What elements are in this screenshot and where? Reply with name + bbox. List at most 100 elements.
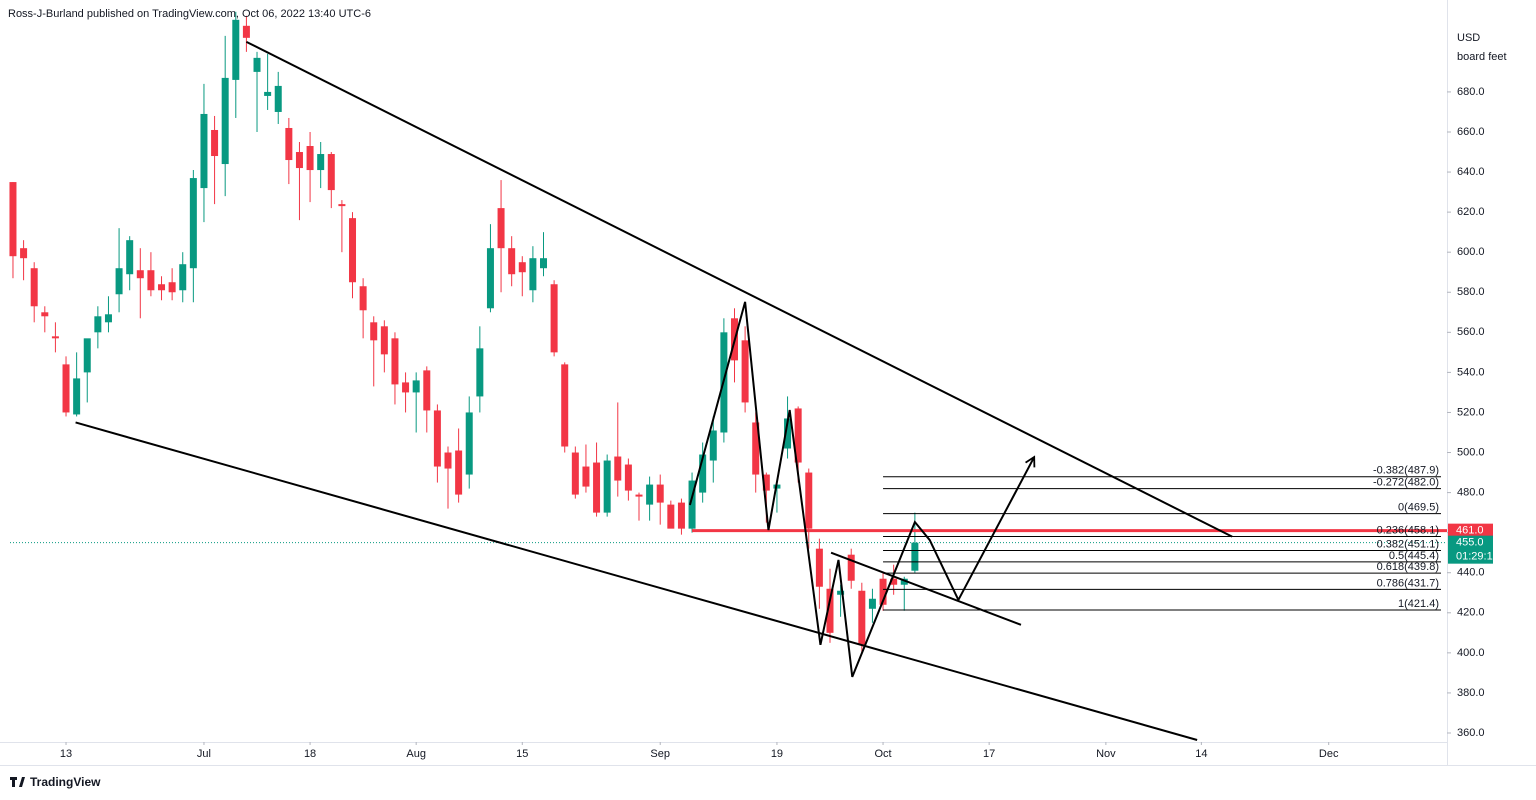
candle-body xyxy=(911,542,919,571)
candle-body xyxy=(20,248,28,259)
candle-body xyxy=(295,152,303,169)
candle-body xyxy=(540,258,548,269)
candle-body xyxy=(741,340,749,403)
x-tick-label: 19 xyxy=(771,748,783,760)
candle-body xyxy=(349,218,357,283)
unit: board feet xyxy=(1457,51,1507,63)
candle-body xyxy=(529,258,537,291)
price-label: 455.0 xyxy=(1456,537,1484,549)
footer-logo xyxy=(10,777,25,787)
candle-body xyxy=(274,85,282,112)
candle-body xyxy=(115,268,123,295)
y-tick-label: 440.0 xyxy=(1457,567,1485,579)
candle-body xyxy=(94,316,102,333)
candle-body xyxy=(593,462,601,513)
candle-body xyxy=(433,410,441,467)
candle-body xyxy=(752,422,760,475)
candle-body xyxy=(890,578,898,585)
x-tick-label: Sep xyxy=(650,748,670,760)
candle-body xyxy=(900,578,908,585)
candle-body xyxy=(465,412,473,475)
footer-brand: TradingView xyxy=(30,775,101,789)
x-tick-label: Aug xyxy=(406,748,426,760)
candle-body xyxy=(667,504,675,529)
candle-body xyxy=(571,452,579,495)
candle-body xyxy=(41,312,49,317)
trend-line xyxy=(245,40,1233,538)
candle-body xyxy=(189,178,197,269)
candle-body xyxy=(603,460,611,513)
candle-body xyxy=(232,19,240,80)
candle-body xyxy=(476,348,484,397)
candle-body xyxy=(317,154,325,171)
candle-body xyxy=(104,314,112,323)
y-tick-label: 400.0 xyxy=(1457,647,1485,659)
y-tick-label: 380.0 xyxy=(1457,687,1485,699)
candle-body xyxy=(380,326,388,355)
fib-label: 0.786(431.7) xyxy=(1377,577,1439,589)
x-tick-label: Nov xyxy=(1096,748,1116,760)
candle-body xyxy=(805,472,813,529)
x-tick-label: 14 xyxy=(1195,748,1207,760)
candle-body xyxy=(391,338,399,385)
x-tick-label: 15 xyxy=(516,748,528,760)
candle-body xyxy=(688,480,696,529)
price-label: 461.0 xyxy=(1456,525,1484,537)
candle-body xyxy=(221,77,229,165)
candle-body xyxy=(51,336,59,339)
trend-line xyxy=(830,551,1022,626)
candle-body xyxy=(847,554,855,581)
candle-body xyxy=(826,588,834,633)
candle-body xyxy=(9,182,17,257)
candle-body xyxy=(868,598,876,609)
candle-body xyxy=(158,284,166,291)
y-tick-label: 640.0 xyxy=(1457,166,1485,178)
y-tick-label: 520.0 xyxy=(1457,406,1485,418)
y-tick-label: 580.0 xyxy=(1457,286,1485,298)
candle-body xyxy=(83,338,91,373)
logo-icon xyxy=(10,777,25,787)
y-tick-label: 360.0 xyxy=(1457,727,1485,739)
candle-body xyxy=(306,146,314,171)
fib-label: -0.272(482.0) xyxy=(1373,476,1439,488)
candle-body xyxy=(518,262,526,273)
candle-body xyxy=(211,129,219,157)
candle-body xyxy=(677,502,685,529)
fib-label: 0.618(439.8) xyxy=(1377,561,1439,573)
candle-body xyxy=(550,284,558,353)
x-tick-label: 13 xyxy=(60,748,72,760)
projection-path xyxy=(688,301,1036,678)
x-tick-label: 17 xyxy=(983,748,995,760)
candle-body xyxy=(455,450,463,495)
candle-body xyxy=(879,578,887,605)
candle-body xyxy=(253,57,261,72)
candle-body xyxy=(784,418,792,449)
candle-body xyxy=(508,248,516,275)
candle-body xyxy=(338,204,346,207)
y-tick-label: 600.0 xyxy=(1457,246,1485,258)
candle-body xyxy=(582,466,590,487)
candle-body xyxy=(858,590,866,645)
y-tick-label: 660.0 xyxy=(1457,126,1485,138)
candle-body xyxy=(635,494,643,497)
candle-body xyxy=(497,208,505,249)
fib-label: 0.382(451.1) xyxy=(1377,538,1439,550)
fib-label: -0.382(487.9) xyxy=(1373,465,1439,477)
fib-label: 0(469.5) xyxy=(1398,502,1439,514)
x-tick-label: Jul xyxy=(197,748,211,760)
candle-body xyxy=(359,286,367,311)
candle-body xyxy=(30,268,38,307)
candle-body xyxy=(815,548,823,587)
candle-body xyxy=(73,378,81,415)
candle-body xyxy=(624,464,632,491)
header: Ross-J-Burland published on TradingView.… xyxy=(8,8,371,20)
currency: USD xyxy=(1457,32,1480,44)
x-tick-label: 18 xyxy=(304,748,316,760)
candle-body xyxy=(136,270,144,279)
y-tick-label: 420.0 xyxy=(1457,607,1485,619)
candle-body xyxy=(285,127,293,161)
candle-body xyxy=(242,25,250,38)
